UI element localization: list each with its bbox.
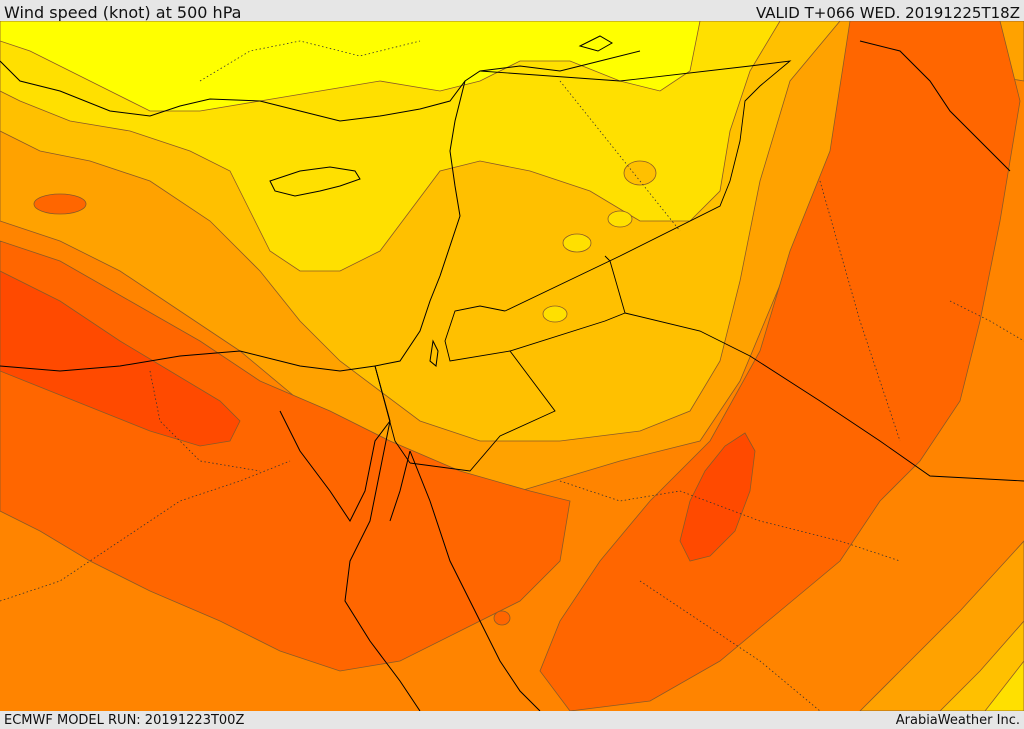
footer-bar: ECMWF MODEL RUN: 20191223T00Z ArabiaWeat… bbox=[0, 711, 1024, 729]
model-run-label: ECMWF MODEL RUN: 20191223T00Z bbox=[4, 713, 245, 728]
valid-time-label: VALID T+066 WED. 20191225T18Z bbox=[755, 4, 1020, 22]
provider-label: ArabiaWeather Inc. bbox=[895, 713, 1020, 728]
coast-sinai-gulfs bbox=[279, 410, 391, 522]
coast-aqaba bbox=[389, 450, 411, 522]
header-bar: Wind speed (knot) at 500 hPa VALID T+066… bbox=[0, 0, 1024, 22]
coast-red-sea-west bbox=[344, 365, 421, 711]
coast-red-sea-east bbox=[409, 450, 541, 711]
coast-cyprus bbox=[269, 166, 361, 197]
wind-speed-map bbox=[0, 21, 1024, 711]
boundary-7 bbox=[639, 580, 821, 711]
coast-lake-van bbox=[578, 35, 613, 52]
boundary-1 bbox=[0, 460, 291, 602]
border-saudi-north bbox=[624, 312, 1024, 482]
band-darkest-west bbox=[0, 270, 241, 447]
contour-island-3 bbox=[562, 233, 592, 253]
band-dark-east bbox=[539, 21, 1021, 711]
contour-island-6 bbox=[493, 610, 511, 626]
coastlines bbox=[0, 35, 1011, 711]
internal-boundaries bbox=[0, 40, 1024, 711]
wind-speed-map-svg bbox=[0, 21, 1024, 711]
band-lightest bbox=[0, 21, 701, 112]
contour-island-2 bbox=[607, 210, 633, 228]
band-dark-west bbox=[0, 240, 571, 672]
borders bbox=[374, 60, 1024, 482]
boundary-8 bbox=[199, 40, 421, 82]
coast-gulf bbox=[859, 40, 1011, 172]
border-jordan-south bbox=[409, 350, 556, 472]
boundary-3 bbox=[559, 480, 901, 562]
band-lightest-southeast bbox=[984, 660, 1024, 711]
map-title: Wind speed (knot) at 500 hPa bbox=[4, 3, 242, 22]
coast-egypt-north bbox=[0, 350, 376, 372]
border-syria-iraq bbox=[479, 60, 792, 312]
border-jordan-saudi bbox=[444, 255, 626, 362]
band-darkest-east bbox=[679, 432, 756, 562]
boundary-6 bbox=[949, 300, 1024, 342]
contour-island-4 bbox=[542, 305, 568, 323]
coast-levant bbox=[374, 80, 466, 367]
coast-dead-sea bbox=[429, 339, 439, 367]
contour-island-1 bbox=[623, 160, 657, 186]
contour-island-5 bbox=[33, 193, 87, 215]
coast-turkey-south bbox=[0, 50, 641, 122]
border-egypt-east bbox=[374, 365, 411, 464]
boundary-2 bbox=[149, 370, 261, 472]
boundary-5 bbox=[559, 80, 681, 232]
boundary-4 bbox=[819, 180, 901, 442]
